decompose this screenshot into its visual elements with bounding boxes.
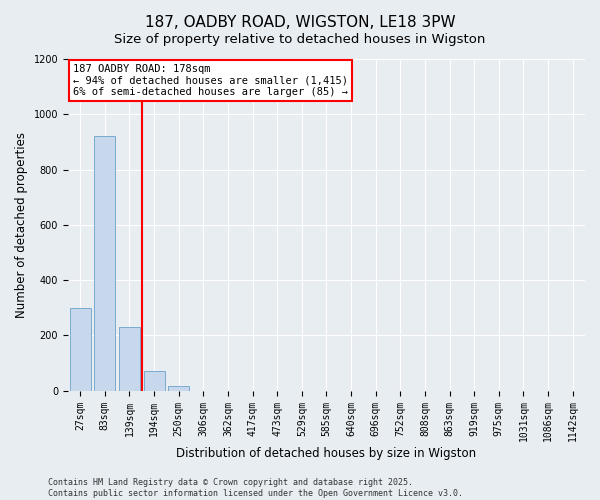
Bar [70,308,91,390]
X-axis label: Distribution of detached houses by size in Wigston: Distribution of detached houses by size … [176,447,476,460]
Y-axis label: Number of detached properties: Number of detached properties [15,132,28,318]
Text: Contains HM Land Registry data © Crown copyright and database right 2025.
Contai: Contains HM Land Registry data © Crown c… [48,478,463,498]
Bar [119,327,140,390]
Bar [168,386,189,390]
Bar [143,372,164,390]
Text: 187 OADBY ROAD: 178sqm
← 94% of detached houses are smaller (1,415)
6% of semi-d: 187 OADBY ROAD: 178sqm ← 94% of detached… [73,64,348,97]
Text: 187, OADBY ROAD, WIGSTON, LE18 3PW: 187, OADBY ROAD, WIGSTON, LE18 3PW [145,15,455,30]
Text: Size of property relative to detached houses in Wigston: Size of property relative to detached ho… [115,32,485,46]
Bar [94,136,115,390]
